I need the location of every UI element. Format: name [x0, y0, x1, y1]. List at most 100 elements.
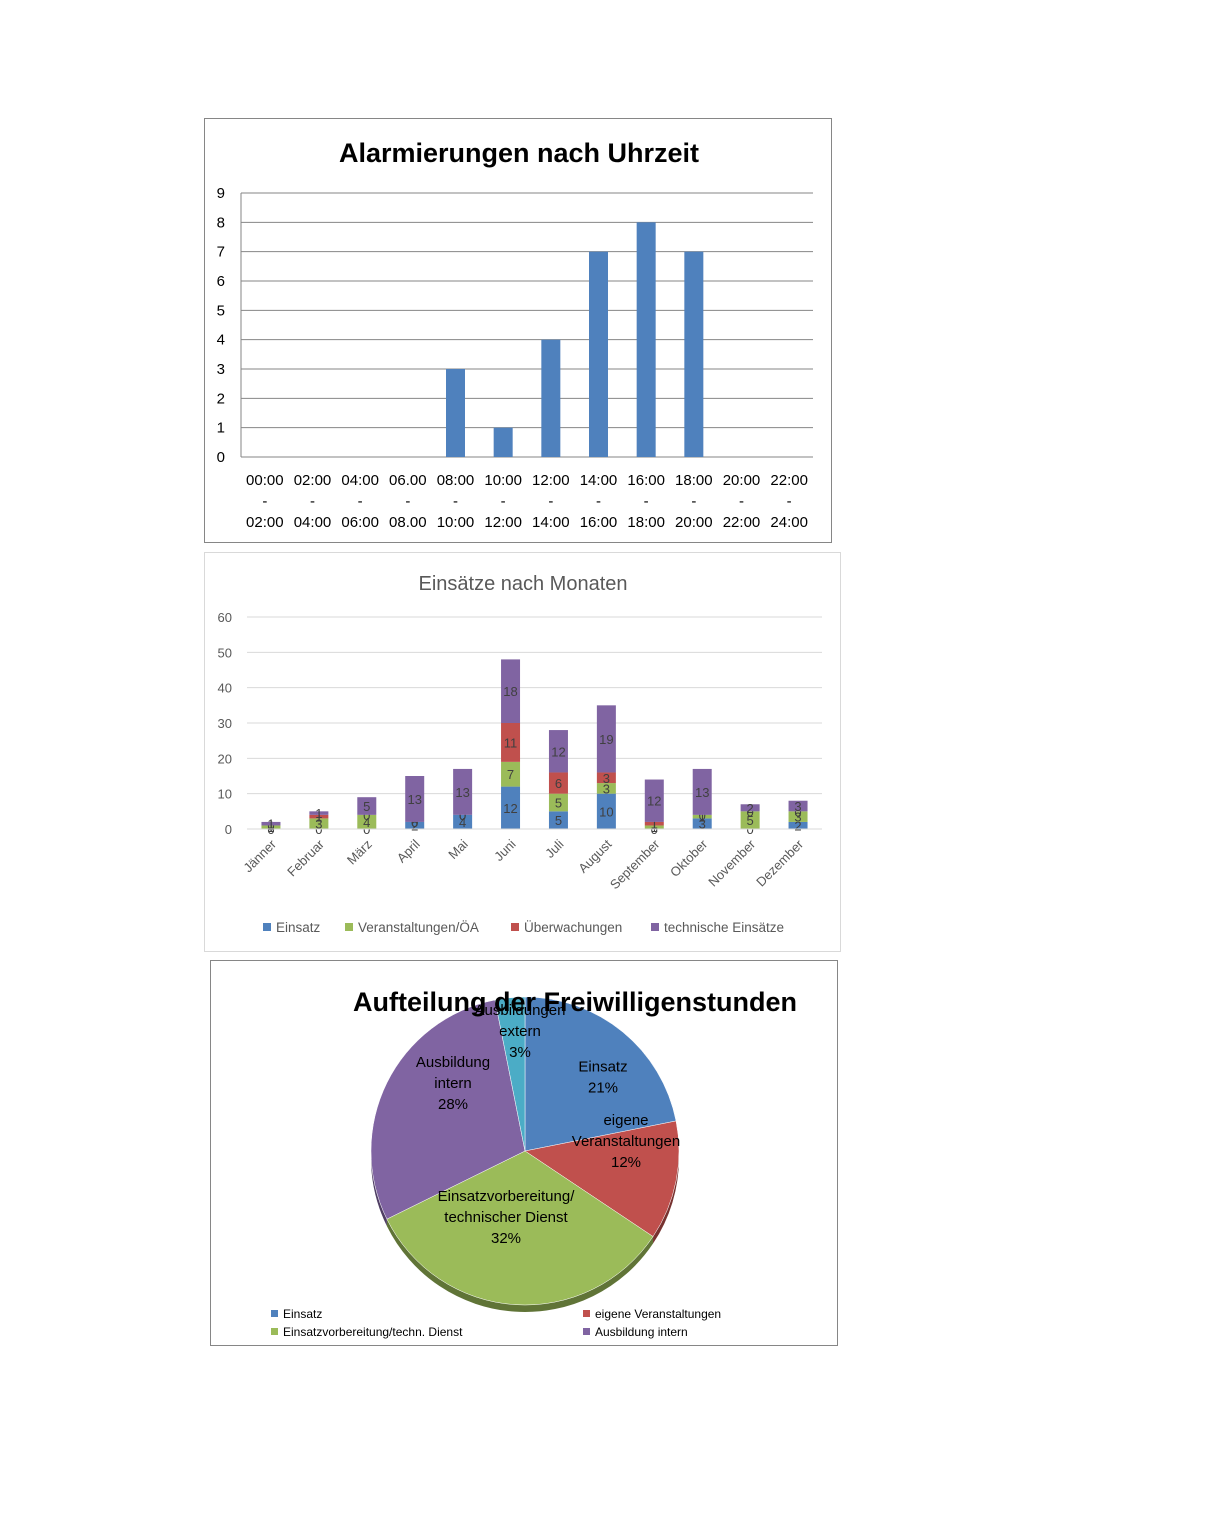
pie-data-label-line: Veranstaltungen: [572, 1133, 680, 1150]
data-label: 12: [647, 794, 661, 809]
x-tick-label: April: [394, 836, 423, 865]
bar-segment: [309, 818, 329, 829]
x-tick-label: Februar: [284, 836, 327, 879]
x-tick-label: -: [358, 493, 363, 510]
y-tick-label: 1: [217, 420, 225, 437]
x-tick-label: 14:00: [532, 514, 570, 531]
x-tick-label: -: [691, 493, 696, 510]
x-tick-label: -: [310, 493, 315, 510]
x-tick-label: -: [644, 493, 649, 510]
bar-segment: [309, 814, 329, 819]
x-tick-label: 18:00: [627, 514, 665, 531]
bar-segment: [501, 761, 521, 787]
legend-label: technische Einsätze: [664, 920, 784, 935]
y-tick-label: 2: [217, 390, 225, 407]
pie-data-label-line: 3%: [509, 1044, 531, 1061]
x-tick-label: 04:00: [294, 514, 332, 531]
data-label: 2: [794, 818, 801, 833]
x-tick-label: 08.00: [389, 514, 427, 531]
legend-label: eigene Veranstaltungen: [595, 1307, 721, 1321]
bar: [684, 251, 704, 457]
x-tick-label: 04:00: [341, 472, 379, 489]
data-label: 4: [459, 815, 466, 830]
chart-freiwilligenstunden: Aufteilung der Freiwilligenstunden Einsat…: [210, 960, 838, 1346]
bar-segment: [261, 821, 281, 826]
x-tick-label: 10:00: [437, 514, 475, 531]
pie-slice-side: [386, 1219, 654, 1312]
legend-swatch: [511, 923, 519, 931]
pie-data-label: eigene Veranstaltungen 12%: [572, 1112, 680, 1171]
x-tick-label: September: [607, 836, 663, 892]
data-label: 1: [315, 806, 322, 821]
pie-slice-side: [371, 1151, 387, 1227]
y-tick-label: 8: [217, 214, 225, 231]
bar-segment: [548, 730, 568, 773]
data-label: 18: [503, 684, 517, 699]
x-tick-label: Juli: [542, 836, 566, 860]
data-label: 3: [603, 771, 610, 786]
y-tick-label: 30: [218, 716, 232, 731]
data-label: 0: [699, 808, 706, 823]
data-label: 2: [747, 801, 754, 816]
data-label: 11: [504, 735, 517, 750]
x-tick-label: 20:00: [723, 472, 761, 489]
bar-segment: [788, 800, 808, 812]
x-tick-label: -: [787, 493, 792, 510]
y-tick-label: 4: [217, 332, 225, 349]
chart-title: Aufteilung der Freiwilligenstunden: [353, 987, 797, 1017]
x-tick-label: Juni: [491, 836, 519, 864]
pie-data-label-line: Einsatzvorbereitung/: [438, 1188, 576, 1205]
y-tick-label: 0: [225, 822, 232, 837]
y-tick-label: 0: [217, 449, 225, 466]
legend-label: Einsatz: [276, 920, 321, 935]
x-tick-label: 10:00: [484, 472, 522, 489]
legend-swatch: [345, 923, 353, 931]
x-tick-label: -: [596, 493, 601, 510]
pie-data-label-line: technischer Dienst: [444, 1209, 568, 1226]
chart-title: Alarmierungen nach Uhrzeit: [339, 138, 699, 168]
y-tick-label: 7: [217, 244, 225, 261]
y-tick-label: 60: [218, 610, 232, 625]
pie-slice-side: [653, 1151, 679, 1244]
data-label: 3: [603, 781, 610, 796]
chart-alarmierungen: Alarmierungen nach Uhrzeit 0 1 2 3 4 5 6 7 8 9 00:0…: [204, 118, 832, 543]
legend-label: Veranstaltungen/ÖA: [358, 920, 479, 935]
y-tick-label: 20: [218, 751, 232, 766]
bar-segment: [357, 797, 377, 815]
data-label: 3: [794, 810, 801, 825]
data-label: 13: [695, 785, 709, 800]
bar-segment: [548, 811, 568, 829]
data-label: 5: [363, 799, 370, 814]
data-label: 12: [551, 744, 565, 759]
data-label: 6: [555, 776, 562, 791]
bar-segment: [692, 818, 712, 829]
data-label: 0: [459, 808, 466, 823]
y-tick-label: 10: [218, 787, 232, 802]
legend-swatch: [271, 1310, 278, 1317]
bar-segment: [309, 811, 329, 815]
bar: [541, 339, 561, 457]
pie-data-label-line: Einsatz: [578, 1059, 627, 1076]
data-label: 1: [267, 820, 274, 835]
x-tick-label: 24:00: [770, 514, 808, 531]
bar-segment: [453, 768, 473, 815]
x-tick-label: -: [262, 493, 267, 510]
data-label: 0: [267, 818, 274, 833]
bar-segment: [596, 772, 616, 784]
y-tick-label: 50: [218, 645, 232, 660]
y-tick-label: 3: [217, 361, 225, 378]
pie-slice: [386, 1150, 654, 1306]
legend-label: Einsatzvorbereitung/techn. Dienst: [283, 1325, 463, 1339]
bar: [636, 222, 656, 457]
bar-segment: [548, 793, 568, 812]
legend-label: Einsatz: [283, 1307, 322, 1321]
bar-segment: [692, 814, 712, 819]
x-tick-label: -: [405, 493, 410, 510]
pie-data-label-line: Ausbildungen: [475, 1002, 566, 1019]
x-tick-label: Mai: [445, 836, 470, 861]
x-tick-label: 16:00: [580, 514, 618, 531]
x-tick-label: 02:00: [294, 472, 332, 489]
pie-data-label: Ausbildungen extern 3%: [475, 1002, 566, 1061]
data-label: 3: [699, 817, 706, 832]
data-label: 5: [555, 796, 562, 811]
